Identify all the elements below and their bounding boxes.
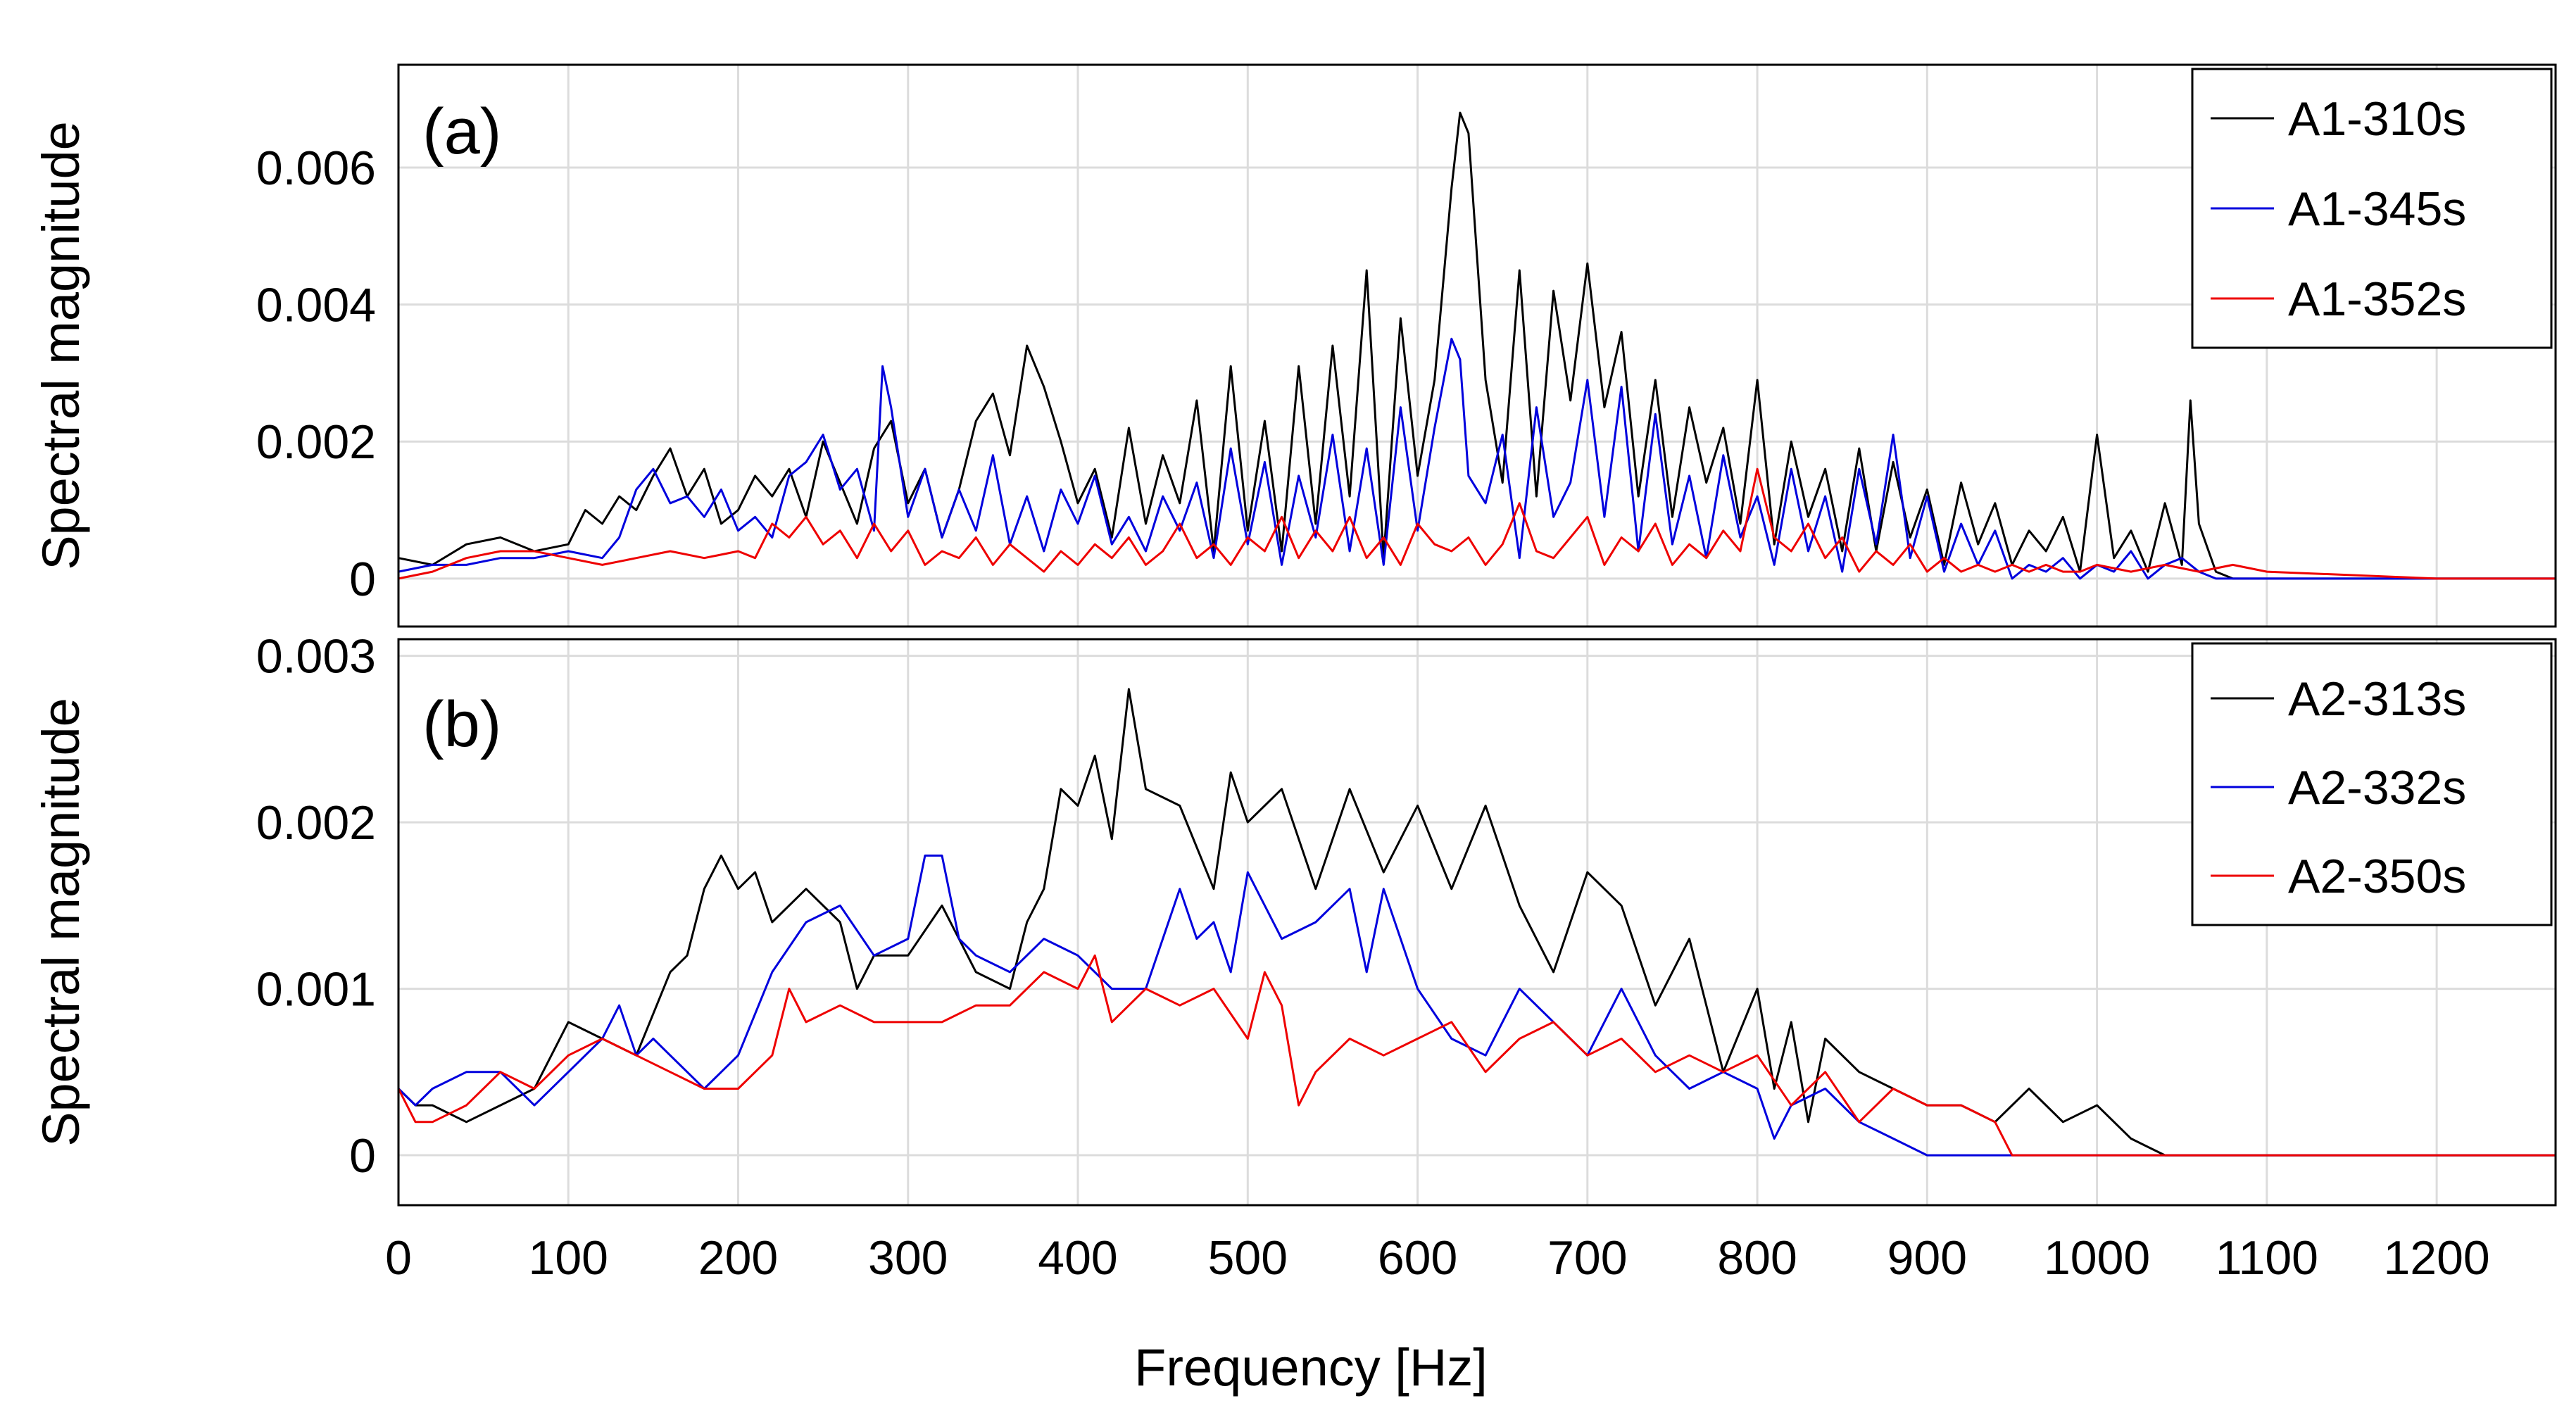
- x-tick-800: 800: [1717, 1231, 1797, 1285]
- x-tick-600: 600: [1378, 1231, 1457, 1285]
- panel-a-y-tick-0-006: 0.006: [256, 141, 376, 195]
- x-tick-100: 100: [529, 1231, 608, 1285]
- x-tick-200: 200: [698, 1231, 778, 1285]
- x-tick-labels: 0 100 200 300 400 500 600 700 800 900 1000 1100 1200: [385, 1231, 2490, 1285]
- x-tick-300: 300: [868, 1231, 948, 1285]
- panel-b-y-tick-0: 0: [349, 1129, 376, 1183]
- panel-a-y-tick-0: 0: [349, 553, 376, 606]
- panel-a-frame: [397, 63, 2557, 628]
- x-tick-400: 400: [1038, 1231, 1117, 1285]
- panel-b-y-axis-title: Spectral magnitude: [32, 698, 90, 1147]
- x-tick-500: 500: [1208, 1231, 1288, 1285]
- panel-a-tag: (a): [422, 96, 501, 168]
- x-tick-0: 0: [385, 1231, 412, 1285]
- panel-b-frame: [397, 638, 2557, 1207]
- panel-a-legend: A1-310s A1-345s A1-352s: [2191, 68, 2553, 349]
- legend-label-a2-313s: A2-313s: [2288, 672, 2466, 726]
- legend-label-a1-310s: A1-310s: [2288, 92, 2466, 146]
- panel-b-y-ticks: 0 0.001 0.002 0.003: [256, 630, 376, 1183]
- x-tick-1200: 1200: [2383, 1231, 2489, 1285]
- panel-a-y-tick-0-002: 0.002: [256, 415, 376, 469]
- x-tick-1000: 1000: [2044, 1231, 2150, 1285]
- series-line-a1-352s: [398, 467, 2556, 580]
- panel-b-legend: A2-313s A2-332s A2-350s: [2191, 642, 2553, 926]
- panel-a-y-ticks: 0 0.002 0.004 0.006: [256, 141, 376, 606]
- panel-b-tag: (b): [422, 688, 501, 760]
- panel-b-series: [397, 688, 2556, 1157]
- panel-b: 0 0.001 0.002 0.003 (b) A2-313s A2-332s A2-…: [32, 630, 2557, 1207]
- legend-label-a1-352s: A1-352s: [2288, 272, 2466, 326]
- series-line-a2-350s: [397, 954, 2556, 1157]
- panel-a: 0 0.002 0.004 0.006 (a) A1-310s A1-345s A1-…: [32, 63, 2557, 628]
- panel-a-y-axis-title: Spectral magnitude: [32, 121, 90, 570]
- panel-a-y-tick-0-004: 0.004: [256, 279, 376, 332]
- panel-b-y-tick-0-003: 0.003: [256, 630, 376, 684]
- x-axis-title: Frequency [Hz]: [1134, 1338, 1488, 1397]
- series-line-a2-313s: [397, 688, 2556, 1157]
- legend-label-a2-332s: A2-332s: [2288, 761, 2466, 814]
- panel-b-legend-box: [2191, 642, 2553, 926]
- series-line-a2-332s: [397, 854, 2556, 1157]
- legend-label-a2-350s: A2-350s: [2288, 850, 2466, 903]
- panel-b-y-tick-0-001: 0.001: [256, 963, 376, 1017]
- x-tick-1100: 1100: [2216, 1231, 2318, 1285]
- panel-a-legend-box: [2191, 68, 2553, 349]
- x-tick-700: 700: [1547, 1231, 1627, 1285]
- legend-label-a1-345s: A1-345s: [2288, 182, 2466, 236]
- panel-a-series: [398, 111, 2556, 580]
- panel-b-y-tick-0-002: 0.002: [256, 796, 376, 850]
- series-line-a1-345s: [398, 337, 2556, 580]
- panel-b-grid: [398, 639, 2556, 1205]
- x-tick-900: 900: [1887, 1231, 1967, 1285]
- series-line-a1-310s: [398, 111, 2556, 580]
